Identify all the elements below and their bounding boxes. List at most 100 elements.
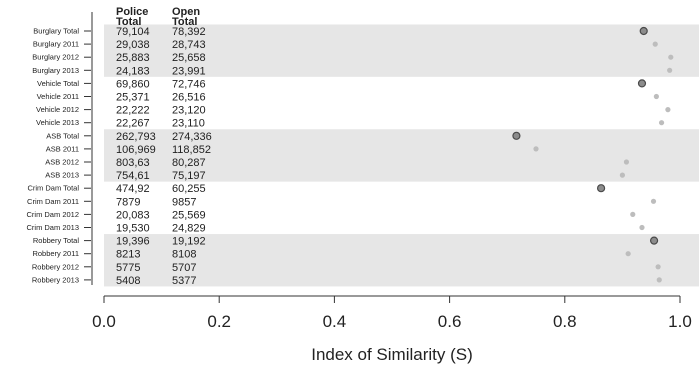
year-point <box>623 159 630 165</box>
x-tick-label: 1.0 <box>668 312 692 331</box>
row-label: Vehicle 2013 <box>36 118 79 127</box>
police-total-cell: 5408 <box>116 275 140 287</box>
police-total-cell: 754,61 <box>116 170 150 182</box>
open-total-cell: 25,569 <box>172 209 206 221</box>
year-point <box>625 251 631 257</box>
police-total-cell: 29,038 <box>116 39 150 51</box>
year-point <box>619 172 626 178</box>
total-point <box>649 236 659 245</box>
police-total-cell: 8213 <box>116 249 140 261</box>
year-point <box>665 107 671 113</box>
year-point <box>650 198 657 204</box>
open-total-cell: 78,392 <box>172 26 206 38</box>
year-point <box>639 224 645 231</box>
group-band <box>104 234 699 287</box>
row-label: Robbery 2011 <box>32 249 79 258</box>
x-axis-ticks: 0.0 0.2 0.4 0.6 0.8 1.0 <box>92 296 692 331</box>
total-point <box>596 184 606 193</box>
x-tick-label: 0.2 <box>207 312 231 331</box>
data-points <box>512 26 674 283</box>
x-tick-label: 0.0 <box>92 312 116 331</box>
data-rows: Burglary Total 79,104 78,392 Burglary 2011 2… <box>26 26 211 287</box>
column-headers: Police Total Open Total <box>116 6 200 28</box>
row-label: Robbery 2012 <box>32 262 79 271</box>
row-label: Robbery Total <box>33 236 79 245</box>
open-total-cell: 23,110 <box>172 118 205 130</box>
open-total-cell: 8108 <box>172 249 196 261</box>
row-label: Crim Dam Total <box>27 184 79 193</box>
police-header-line1: Police <box>116 6 148 18</box>
row-label: Burglary 2013 <box>32 66 79 75</box>
police-total-cell: 22,222 <box>116 105 150 117</box>
open-total-cell: 24,829 <box>172 223 206 235</box>
open-total-cell: 26,516 <box>172 92 206 104</box>
police-total-cell: 25,371 <box>116 92 150 104</box>
open-total-cell: 5377 <box>172 275 196 287</box>
open-total-cell: 19,192 <box>172 236 206 248</box>
open-total-cell: 23,120 <box>172 105 206 117</box>
row-label: Burglary 2011 <box>33 40 79 49</box>
police-total-cell: 19,396 <box>116 236 150 248</box>
year-point <box>667 67 673 73</box>
open-total-cell: 5707 <box>172 262 196 274</box>
group-band <box>104 129 699 182</box>
police-total-cell: 803,63 <box>116 157 150 169</box>
row-label: Burglary 2012 <box>32 53 79 62</box>
open-total-cell: 118,852 <box>172 144 211 156</box>
police-total-cell: 79,104 <box>116 26 150 38</box>
row-label: Crim Dam 2013 <box>26 223 79 232</box>
police-total-cell: 20,083 <box>116 209 150 221</box>
group-band <box>104 24 699 77</box>
year-point <box>653 93 659 100</box>
x-axis-label: Index of Similarity (S) <box>311 345 473 364</box>
open-total-cell: 9857 <box>172 196 196 208</box>
year-point <box>655 264 661 270</box>
police-total-cell: 262,793 <box>116 131 156 143</box>
x-tick-label: 0.4 <box>323 312 347 331</box>
year-point <box>652 41 658 47</box>
open-total-cell: 25,658 <box>172 52 206 64</box>
total-point <box>639 26 648 36</box>
x-tick-label: 0.8 <box>553 312 577 331</box>
police-total-cell: 19,530 <box>116 223 150 235</box>
police-total-cell: 69,860 <box>116 78 150 90</box>
row-label: ASB Total <box>46 131 79 140</box>
open-total-cell: 80,287 <box>172 157 206 169</box>
row-label: Crim Dam 2012 <box>26 210 79 219</box>
year-point <box>658 120 665 126</box>
total-point <box>512 131 521 140</box>
year-point <box>533 146 539 152</box>
row-label: ASB 2013 <box>45 171 79 180</box>
row-label: ASB 2012 <box>45 158 79 167</box>
row-label: Vehicle 2011 <box>37 92 79 101</box>
row-label: Crim Dam 2011 <box>27 197 79 206</box>
police-total-cell: 106,969 <box>116 144 156 156</box>
year-point <box>630 211 636 217</box>
open-header-line1: Open <box>172 6 200 18</box>
open-total-cell: 28,743 <box>172 39 206 51</box>
police-total-cell: 474,92 <box>116 183 150 195</box>
axes <box>91 12 680 297</box>
police-total-cell: 25,883 <box>116 52 150 64</box>
open-header-line2: Total <box>172 16 197 28</box>
police-total-cell: 5775 <box>116 262 140 274</box>
open-total-cell: 23,991 <box>172 65 206 77</box>
row-label: Robbery 2013 <box>32 275 79 284</box>
open-total-cell: 72,746 <box>172 78 206 90</box>
police-total-cell: 22,267 <box>116 118 150 130</box>
year-point <box>668 54 674 60</box>
open-total-cell: 75,197 <box>172 170 206 182</box>
police-total-cell: 24,183 <box>116 65 150 77</box>
open-total-cell: 60,255 <box>172 183 206 195</box>
x-tick-label: 0.6 <box>438 312 462 331</box>
year-point <box>656 277 662 283</box>
row-label: Vehicle Total <box>37 79 79 88</box>
police-total-cell: 7879 <box>116 196 140 208</box>
police-header-line2: Total <box>116 16 141 28</box>
row-label: ASB 2011 <box>46 144 79 153</box>
total-point <box>637 79 647 88</box>
row-label: Vehicle 2012 <box>36 105 79 114</box>
open-total-cell: 274,336 <box>172 131 212 143</box>
group-bands <box>104 24 699 287</box>
